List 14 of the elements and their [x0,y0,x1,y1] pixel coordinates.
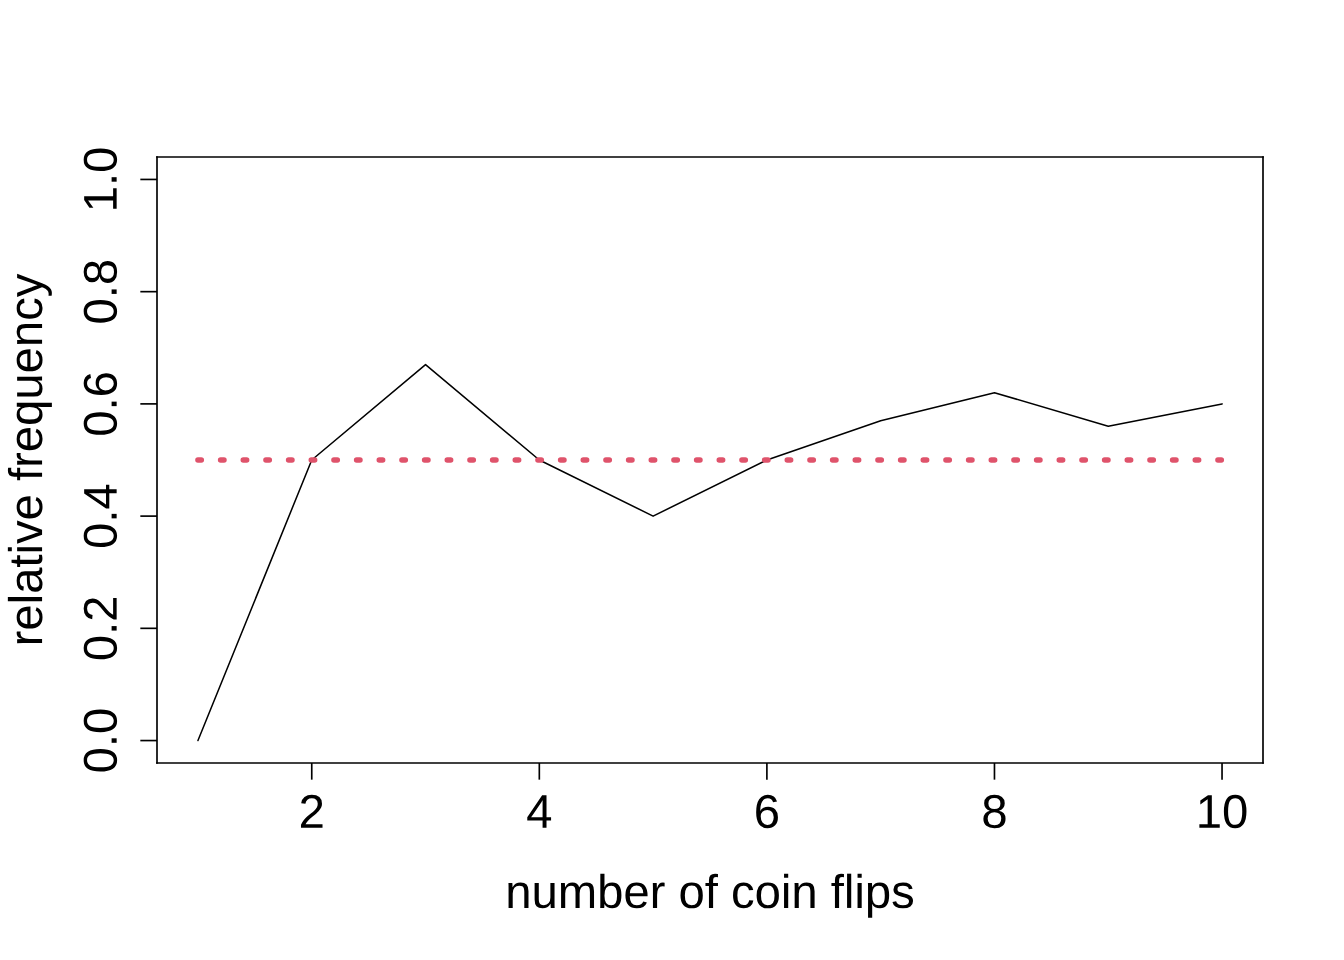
y-tick-label: 0.2 [83,597,118,660]
line-series [197,363,1223,742]
y-tick-label: 0.0 [83,709,118,772]
y-tick-label: 0.8 [83,260,118,323]
x-tick-label: 4 [527,795,552,828]
x-tick-label: 2 [300,794,323,828]
y-tick-label: 0.6 [83,373,118,435]
x-tick-label: 6 [756,794,778,829]
y-axis-title: relative frequency [7,273,52,644]
y-tick-label: 0.4 [83,484,118,548]
x-tick-label: 8 [983,794,1006,829]
x-tick-label: 10 [1199,794,1247,829]
x-axis-title: number of coin flips [508,873,914,918]
y-tick-label: 1.0 [83,148,118,209]
